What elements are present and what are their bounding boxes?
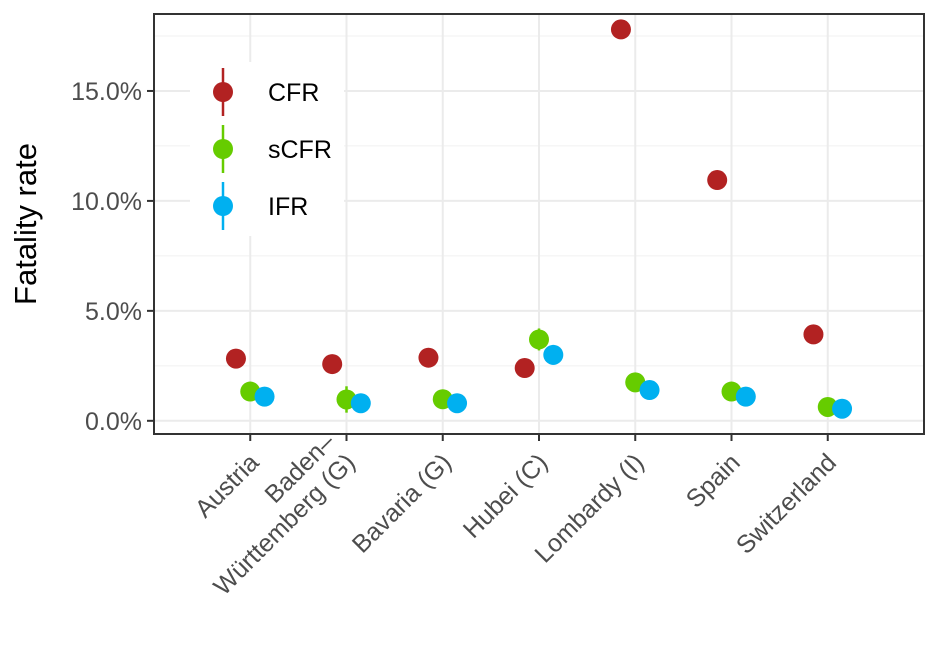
data-point bbox=[639, 380, 660, 401]
x-tick-label: Bavaria (G) bbox=[347, 448, 457, 558]
y-tick-label: 0.0% bbox=[85, 408, 142, 436]
data-point bbox=[447, 393, 468, 414]
legend-label: CFR bbox=[268, 79, 319, 107]
data-point bbox=[254, 386, 275, 407]
legend-key-point bbox=[213, 82, 233, 102]
y-tick-label: 5.0% bbox=[85, 298, 142, 326]
legend-label: IFR bbox=[268, 193, 308, 221]
x-tick-label: Switzerland bbox=[731, 448, 842, 559]
data-point bbox=[735, 386, 756, 407]
x-tick-label-line: Switzerland bbox=[731, 448, 842, 559]
y-tick-label: 15.0% bbox=[71, 78, 142, 106]
data-marks bbox=[225, 19, 853, 419]
x-tick-label-line: Bavaria (G) bbox=[347, 448, 457, 558]
legend-key-point bbox=[213, 196, 233, 216]
data-point bbox=[514, 358, 535, 379]
y-tick-label: 10.0% bbox=[71, 188, 142, 216]
data-point bbox=[322, 354, 343, 375]
legend-key-point bbox=[213, 139, 233, 159]
data-point bbox=[350, 393, 371, 414]
y-axis-title: Fatality rate bbox=[8, 143, 43, 305]
x-tick-label: Austria bbox=[190, 448, 265, 523]
data-point bbox=[543, 344, 564, 365]
x-tick-label-line: Hubei (C) bbox=[458, 448, 553, 543]
data-point bbox=[610, 19, 631, 40]
data-point bbox=[225, 348, 246, 369]
legend: CFR sCFR IFR bbox=[190, 62, 344, 236]
data-point bbox=[529, 329, 549, 350]
y-axis: 0.0% 5.0% 10.0% 15.0% bbox=[71, 78, 154, 436]
x-tick-label-line: Spain bbox=[681, 448, 746, 513]
x-tick-label: Spain bbox=[681, 448, 746, 513]
data-point bbox=[418, 347, 439, 368]
data-point bbox=[832, 398, 853, 419]
x-tick-label: Hubei (C) bbox=[458, 448, 553, 543]
legend-label: sCFR bbox=[268, 136, 332, 164]
data-point bbox=[707, 170, 728, 191]
x-tick-label-line: Austria bbox=[190, 448, 265, 523]
data-point bbox=[803, 324, 824, 345]
